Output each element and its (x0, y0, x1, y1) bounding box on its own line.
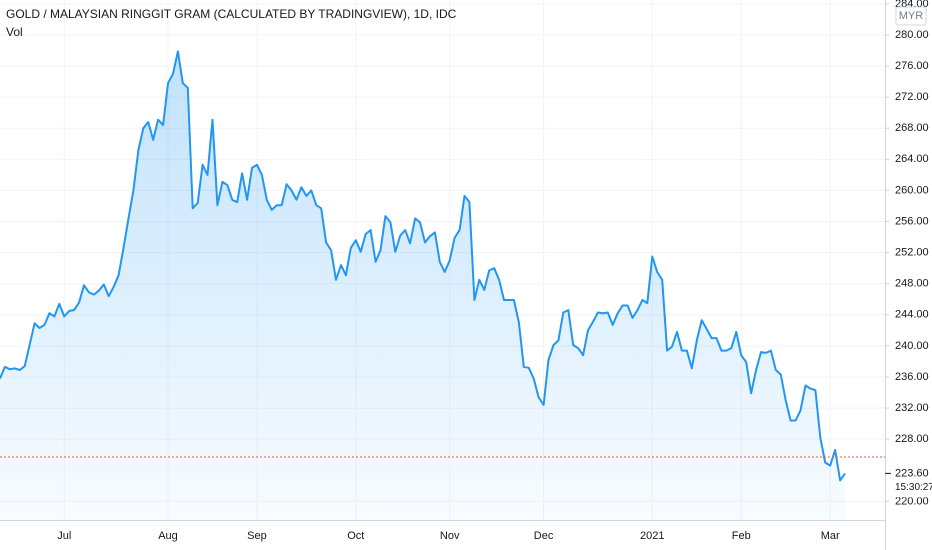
y-tick-label: 260.00 (895, 184, 929, 196)
y-tick-label: 280.00 (895, 29, 929, 41)
axes: 220.00 228.00 232.00 236.00 240.00 244.00 248.… (57, 0, 932, 542)
x-tick-label: Aug (158, 530, 178, 542)
x-tick-label: Dec (534, 530, 554, 542)
y-tick-label: 268.00 (895, 122, 929, 134)
plot (0, 50, 885, 521)
volume-label: Vol (6, 25, 23, 39)
chart-title: GOLD / MALAYSIAN RINGGIT GRAM (CALCULATE… (6, 7, 457, 21)
y-tick-label: 232.00 (895, 402, 929, 414)
x-tick-label: Nov (440, 530, 460, 542)
x-tick-label: 2021 (640, 530, 664, 542)
y-tick-label: 248.00 (895, 278, 929, 290)
area-fill (0, 51, 845, 521)
x-tick-label: Oct (347, 530, 364, 542)
x-tick-label: Feb (732, 530, 751, 542)
x-tick-label: Mar (821, 530, 840, 542)
currency-label[interactable]: MYR (899, 10, 924, 22)
x-tick-label: Jul (57, 530, 71, 542)
y-tick-label: 220.00 (895, 495, 929, 507)
y-tick-label: 256.00 (895, 215, 929, 227)
y-tick-label: 228.00 (895, 433, 929, 445)
y-tick-label: 236.00 (895, 371, 929, 383)
price-line (0, 50, 846, 482)
y-tick-label: 276.00 (895, 60, 929, 72)
x-tick-label: Sep (247, 530, 267, 542)
currency-box[interactable] (895, 6, 927, 26)
y-tick-label: 272.00 (895, 91, 929, 103)
y-tick-label: 244.00 (895, 309, 929, 321)
last-price-label: 223.60 (895, 467, 929, 479)
y-tick-label: 252.00 (895, 247, 929, 259)
y-tick-label: 240.00 (895, 340, 929, 352)
y-tick-label: 264.00 (895, 153, 929, 165)
last-price-box (886, 465, 932, 498)
countdown-label: 15:30:27 (895, 482, 932, 493)
y-tick-label: 284.00 (895, 0, 929, 10)
